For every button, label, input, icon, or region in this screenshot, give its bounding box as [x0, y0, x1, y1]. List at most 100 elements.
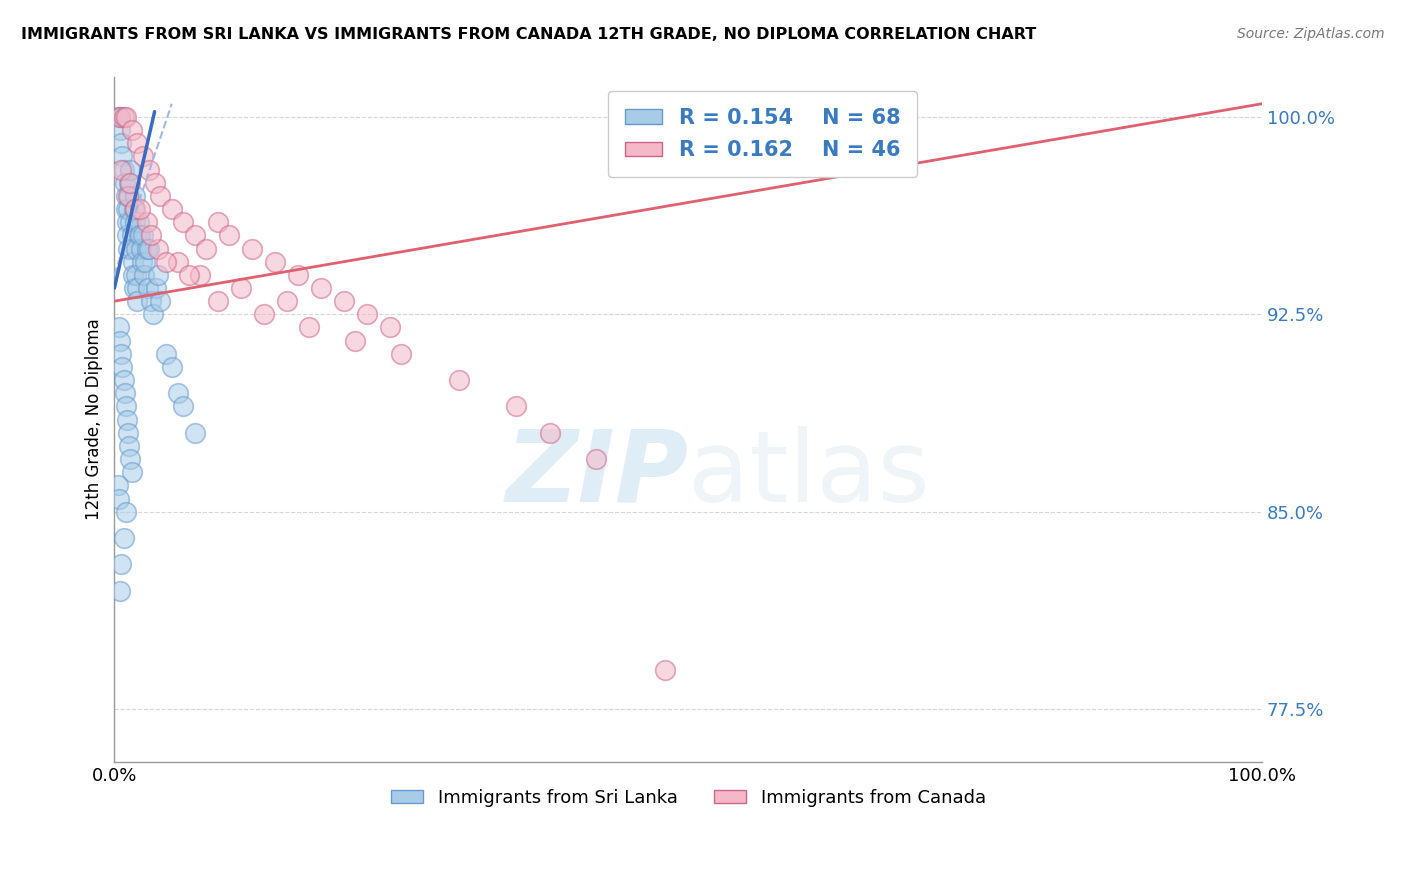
Point — [108, 320, 131, 334]
Point — [132, 149, 155, 163]
Point — [309, 281, 332, 295]
Point — [378, 320, 401, 334]
Point — [128, 228, 150, 243]
Point — [107, 478, 129, 492]
Point — [128, 215, 150, 229]
Point — [218, 228, 240, 243]
Point — [115, 202, 138, 216]
Point — [117, 189, 139, 203]
Point — [115, 412, 138, 426]
Point — [447, 373, 470, 387]
Point — [120, 162, 142, 177]
Point — [125, 268, 148, 282]
Point — [356, 307, 378, 321]
Point — [117, 202, 139, 216]
Point — [122, 202, 145, 216]
Point — [115, 505, 138, 519]
Point — [298, 320, 321, 334]
Point — [115, 110, 138, 124]
Point — [195, 242, 218, 256]
Point — [138, 242, 160, 256]
Point — [112, 531, 135, 545]
Point — [108, 491, 131, 506]
Point — [118, 439, 141, 453]
Point — [264, 254, 287, 268]
Point — [121, 268, 143, 282]
Point — [118, 176, 141, 190]
Point — [108, 110, 131, 124]
Point — [108, 123, 131, 137]
Point — [146, 268, 169, 282]
Point — [124, 215, 146, 229]
Point — [389, 347, 412, 361]
Point — [172, 215, 194, 229]
Point — [121, 228, 143, 243]
Point — [184, 228, 207, 243]
Point — [155, 254, 177, 268]
Point — [333, 294, 356, 309]
Point — [120, 215, 142, 229]
Point — [125, 242, 148, 256]
Point — [120, 176, 142, 190]
Point — [114, 386, 136, 401]
Point — [276, 294, 298, 309]
Point — [172, 400, 194, 414]
Point — [117, 242, 139, 256]
Point — [146, 242, 169, 256]
Point — [108, 110, 131, 124]
Point — [190, 268, 212, 282]
Point — [207, 294, 229, 309]
Point — [134, 254, 156, 268]
Point — [118, 189, 141, 203]
Point — [149, 189, 172, 203]
Point — [108, 583, 131, 598]
Point — [127, 136, 149, 151]
Point — [110, 136, 132, 151]
Point — [121, 465, 143, 479]
Point — [145, 281, 167, 295]
Point — [134, 268, 156, 282]
Point — [127, 281, 149, 295]
Point — [132, 228, 155, 243]
Point — [207, 215, 229, 229]
Point — [121, 123, 143, 137]
Point — [135, 242, 157, 256]
Point — [160, 359, 183, 374]
Point — [128, 202, 150, 216]
Point — [166, 254, 188, 268]
Point — [120, 452, 142, 467]
Point — [111, 149, 134, 163]
Point — [155, 347, 177, 361]
Point — [114, 176, 136, 190]
Point — [121, 242, 143, 256]
Point — [136, 281, 159, 295]
Point — [184, 425, 207, 440]
Point — [110, 558, 132, 572]
Point — [287, 268, 309, 282]
Text: ZIP: ZIP — [505, 425, 688, 523]
Point — [177, 268, 200, 282]
Text: IMMIGRANTS FROM SRI LANKA VS IMMIGRANTS FROM CANADA 12TH GRADE, NO DIPLOMA CORRE: IMMIGRANTS FROM SRI LANKA VS IMMIGRANTS … — [21, 27, 1036, 42]
Point — [124, 202, 146, 216]
Point — [117, 425, 139, 440]
Point — [135, 215, 157, 229]
Point — [240, 242, 263, 256]
Text: atlas: atlas — [688, 425, 929, 523]
Point — [344, 334, 367, 348]
Point — [143, 176, 166, 190]
Point — [166, 386, 188, 401]
Point — [138, 162, 160, 177]
Point — [112, 110, 135, 124]
Text: Source: ZipAtlas.com: Source: ZipAtlas.com — [1237, 27, 1385, 41]
Point — [585, 452, 607, 467]
Point — [115, 400, 138, 414]
Point — [115, 215, 138, 229]
Point — [112, 373, 135, 387]
Point — [128, 228, 150, 243]
Point — [252, 307, 274, 321]
Point — [121, 254, 143, 268]
Point — [654, 663, 676, 677]
Y-axis label: 12th Grade, No Diploma: 12th Grade, No Diploma — [86, 318, 103, 520]
Legend: Immigrants from Sri Lanka, Immigrants from Canada: Immigrants from Sri Lanka, Immigrants fr… — [384, 782, 993, 814]
Point — [108, 334, 131, 348]
